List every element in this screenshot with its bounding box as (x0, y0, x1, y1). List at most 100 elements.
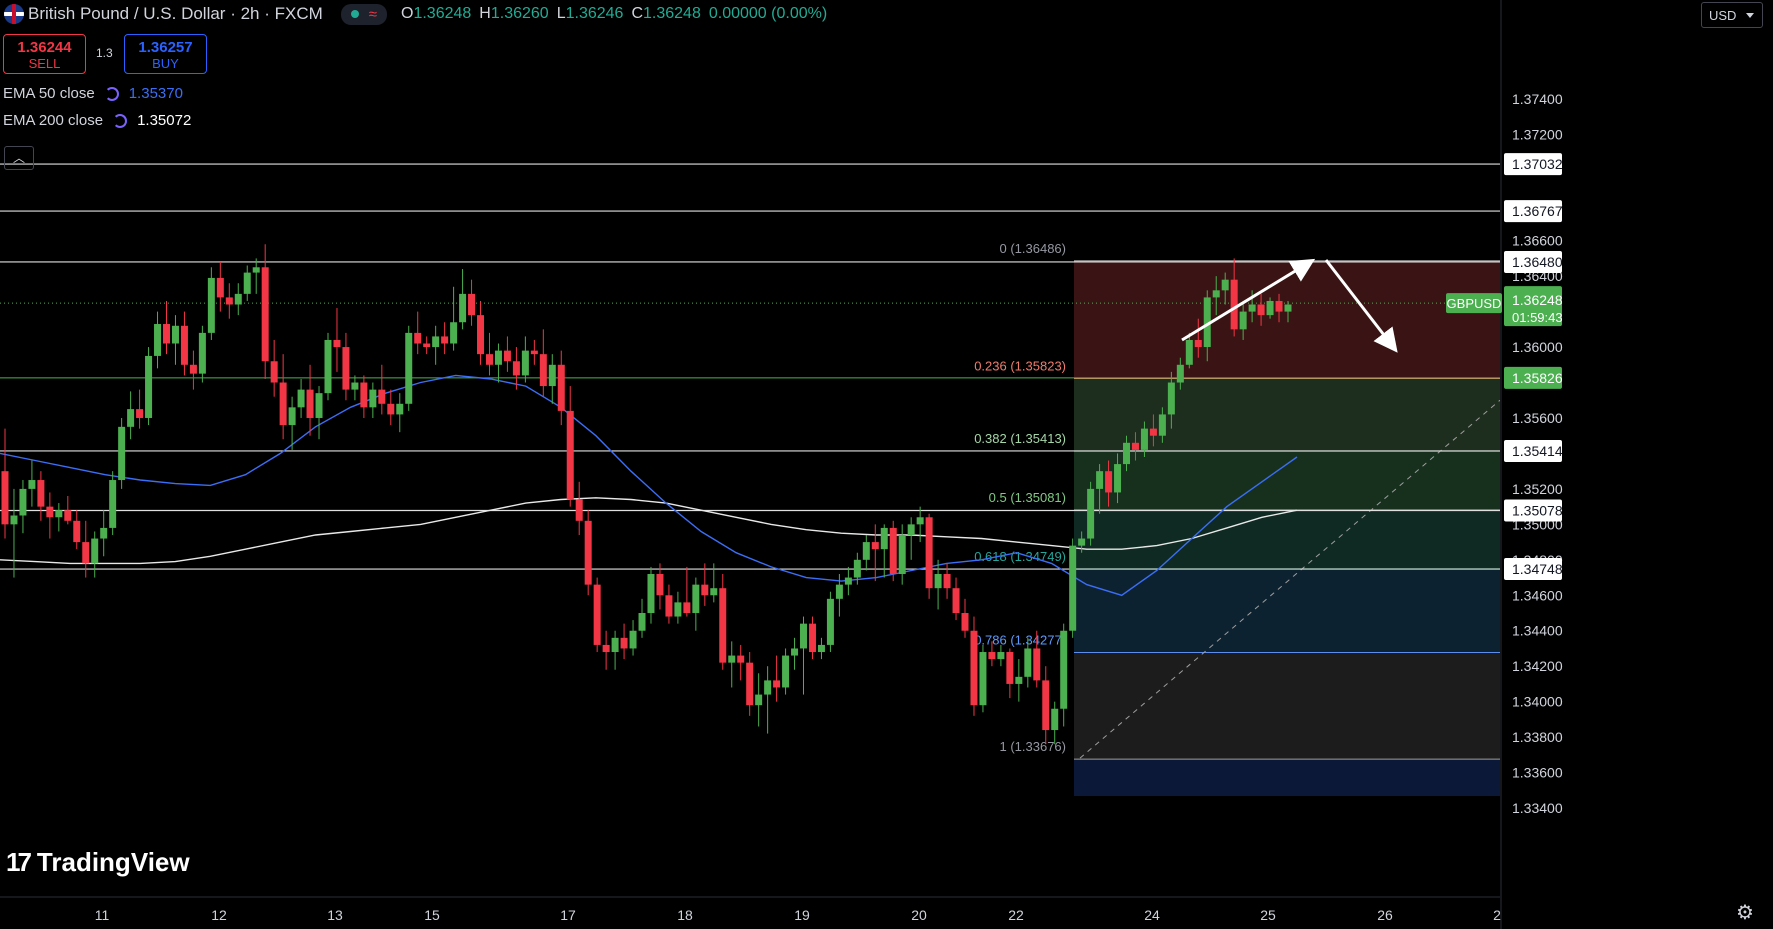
candle-body (136, 409, 144, 418)
level-tag-1.36480[interactable] (1504, 250, 1562, 273)
gbp-flag-icon (4, 4, 24, 24)
candle (1284, 300, 1292, 323)
ema200-legend[interactable]: EMA 200 close 1.35072 (3, 112, 191, 129)
candle-body (791, 648, 799, 656)
last-price-tag[interactable] (1504, 286, 1562, 327)
ohlc-low: 1.36246 (565, 5, 624, 22)
candle (1114, 453, 1122, 504)
candle-body (934, 574, 942, 589)
candle (719, 574, 727, 670)
candle (593, 577, 601, 653)
candle (647, 566, 655, 624)
level-tag-1.36767[interactable] (1504, 200, 1562, 223)
time-tick-label: 13 (327, 907, 343, 923)
candle-body (450, 322, 458, 344)
candle-body (530, 350, 538, 355)
price-axis[interactable]: 1.374001.372001.368001.366001.364001.360… (1446, 0, 1773, 929)
sell-button[interactable]: 1.36244 SELL (3, 34, 86, 74)
candle (145, 347, 153, 426)
candle (450, 286, 458, 351)
candle-body (773, 680, 781, 688)
price-tick-label: 1.35600 (1512, 410, 1563, 426)
candle-body (1284, 304, 1292, 312)
fib-zone-0.786 (1074, 652, 1500, 760)
candle (1149, 414, 1157, 447)
symbol-badge[interactable] (1446, 293, 1502, 314)
up-arrow-drawing[interactable] (1181, 258, 1316, 342)
candle-body (1266, 300, 1274, 316)
level-tag-1.35414[interactable] (1504, 439, 1562, 462)
candle (468, 279, 476, 326)
candle-body (1069, 545, 1077, 631)
candle-body (611, 637, 619, 653)
candle (808, 616, 816, 660)
candle-body (1024, 648, 1032, 677)
candle-body (441, 336, 449, 344)
level-tag-1.35078[interactable] (1504, 499, 1562, 522)
buy-price: 1.36257 (138, 39, 193, 56)
time-tick-label: 24 (1144, 907, 1160, 923)
tradingview-logo[interactable]: 17 TradingView (6, 847, 190, 878)
candle (853, 552, 861, 585)
candle-body (1105, 471, 1113, 493)
candle (1176, 357, 1184, 390)
candle (548, 354, 556, 404)
candle (270, 339, 278, 397)
candle (494, 343, 502, 383)
drawings[interactable] (1181, 258, 1398, 353)
time-axis[interactable]: 11 12 13 15 17 18 19 20 22 24 25 26 2 (0, 896, 1501, 923)
candle-body (234, 293, 242, 305)
candle (521, 336, 529, 383)
buy-label: BUY (152, 56, 179, 71)
candle-body (746, 662, 754, 706)
candle-body (692, 584, 700, 614)
candles (1, 244, 1292, 745)
candle (817, 637, 825, 660)
candle-body (853, 559, 861, 578)
level-tag-label: 1.36767 (1512, 203, 1563, 219)
buy-button[interactable]: 1.36257 BUY (124, 34, 207, 74)
market-status-pill[interactable]: ≈ (340, 3, 387, 25)
currency-selector[interactable]: USD (1701, 2, 1763, 28)
candle-body (898, 534, 906, 575)
fibonacci-retracement[interactable]: 0 (1.36486) 0.236 (1.35823) 0.382 (1.35413… (974, 241, 1501, 796)
candle (306, 364, 314, 436)
candle (216, 261, 224, 312)
sell-price: 1.36244 (17, 39, 72, 56)
down-arrow-drawing[interactable] (1324, 259, 1398, 353)
time-tick-label: 12 (211, 907, 227, 923)
collapse-legend-button[interactable]: ︿ (4, 146, 34, 170)
candle (1185, 332, 1193, 369)
candle-body (889, 527, 897, 575)
price-tick-label: 1.34600 (1512, 587, 1563, 603)
candle-body (216, 277, 224, 298)
candle (369, 382, 377, 418)
ema50-legend[interactable]: EMA 50 close 1.35370 (3, 85, 183, 102)
level-tag-label: 1.34748 (1512, 561, 1563, 577)
level-tag-1.37032[interactable] (1504, 153, 1562, 176)
time-tick-label: 17 (560, 907, 576, 923)
candle-body (701, 584, 709, 596)
price-tick-label: 1.33400 (1512, 800, 1563, 816)
candle (1051, 701, 1059, 745)
candle-body (1042, 680, 1050, 731)
candle (225, 283, 233, 319)
candle-body (880, 527, 888, 550)
fib-trend-line (1079, 399, 1501, 759)
symbol-header[interactable]: British Pound / U.S. Dollar · 2h · FXCM … (0, 0, 835, 28)
symbol-title[interactable]: British Pound / U.S. Dollar · 2h · FXCM (28, 4, 323, 23)
price-tick-label: 1.34000 (1512, 694, 1563, 710)
settings-gear-icon[interactable]: ⚙ (1736, 902, 1754, 924)
candle-body (127, 409, 135, 427)
candle (773, 655, 781, 702)
candle-body (1212, 290, 1220, 298)
candle (207, 267, 215, 340)
level-tag-1.35826[interactable] (1504, 366, 1562, 389)
candle (28, 460, 36, 507)
candle (1006, 648, 1014, 699)
candle (701, 563, 709, 606)
candle (100, 510, 108, 557)
level-tag-1.34748[interactable] (1504, 558, 1562, 581)
candle (656, 563, 664, 610)
